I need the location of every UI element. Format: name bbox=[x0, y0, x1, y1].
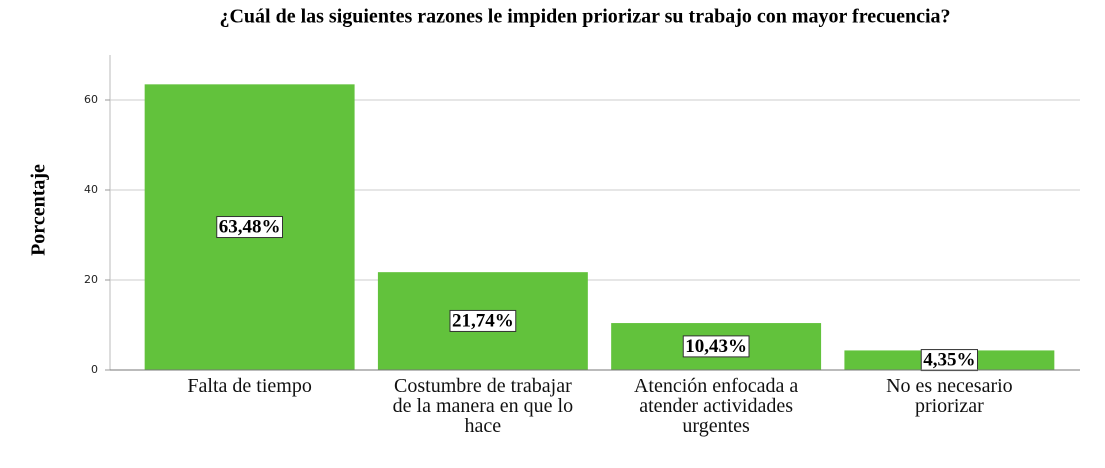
x-tick-label: No es necesario priorizar bbox=[886, 375, 1013, 417]
x-tick-label: Falta de tiempo bbox=[187, 375, 312, 397]
x-tick-label: Costumbre de trabajar de la manera en qu… bbox=[392, 375, 574, 437]
y-tick-label: 40 bbox=[84, 183, 98, 196]
y-tick-label: 60 bbox=[84, 93, 98, 106]
chart-title: ¿Cuál de las siguientes razones le impid… bbox=[219, 6, 950, 28]
y-tick-label: 0 bbox=[91, 363, 98, 376]
data-label: 10,43% bbox=[685, 336, 747, 357]
data-label-box bbox=[920, 349, 978, 372]
data-label: 63,48% bbox=[219, 217, 281, 238]
data-label-box bbox=[682, 335, 750, 358]
data-label: 4,35% bbox=[923, 350, 975, 371]
y-tick-label: 20 bbox=[84, 273, 98, 286]
data-label-box bbox=[216, 216, 283, 239]
data-label-box bbox=[449, 309, 517, 332]
y-axis-label: Porcentaje bbox=[28, 164, 50, 256]
data-label: 21,74% bbox=[452, 310, 514, 331]
x-tick-label: Atención enfocada a atender actividades … bbox=[633, 375, 799, 437]
